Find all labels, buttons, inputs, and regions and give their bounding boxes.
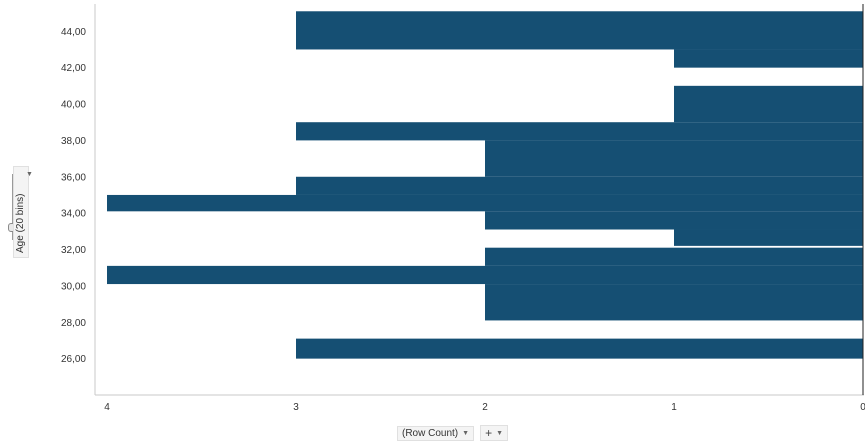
x-tick-label: 4 bbox=[104, 402, 110, 413]
y-tick-label: 36,00 bbox=[61, 172, 86, 183]
add-axis-button[interactable]: + ▼ bbox=[480, 425, 509, 441]
y-tick-label: 44,00 bbox=[61, 27, 86, 38]
bar-11 bbox=[674, 49, 863, 68]
y-tick-label: 34,00 bbox=[61, 209, 86, 220]
bar-7 bbox=[296, 176, 863, 195]
bar-12 bbox=[296, 11, 863, 50]
bin-slider-track bbox=[12, 174, 13, 240]
bar-10 bbox=[674, 85, 863, 123]
chevron-down-icon: ▼ bbox=[462, 429, 470, 437]
x-tick-label: 3 bbox=[293, 402, 299, 413]
x-tick-label: 0 bbox=[860, 402, 865, 413]
bar-3 bbox=[485, 247, 863, 266]
bar-4 bbox=[674, 229, 863, 246]
x-tick-label: 1 bbox=[671, 402, 677, 413]
x-axis-label-button[interactable]: (Row Count) ▼ bbox=[397, 425, 475, 441]
y-tick-label: 32,00 bbox=[61, 245, 86, 256]
x-axis-selector: (Row Count) ▼ + ▼ bbox=[397, 425, 509, 441]
y-tick-label: 30,00 bbox=[61, 281, 86, 292]
y-tick-label: 26,00 bbox=[61, 354, 86, 365]
plus-icon: + bbox=[485, 426, 493, 440]
y-axis-label: Age (20 bins) bbox=[15, 193, 26, 253]
y-tick-label: 40,00 bbox=[61, 100, 86, 111]
bar-5 bbox=[485, 211, 863, 230]
bar-6 bbox=[107, 194, 863, 212]
bar-0 bbox=[296, 338, 863, 359]
bar-2 bbox=[107, 265, 863, 285]
x-axis-label: (Row Count) bbox=[402, 427, 459, 439]
chevron-down-icon: ▼ bbox=[496, 429, 504, 437]
y-axis-label-button[interactable]: ▼ Age (20 bins) bbox=[13, 166, 33, 258]
bar-9 bbox=[296, 122, 863, 141]
y-tick-label: 28,00 bbox=[61, 318, 86, 329]
chevron-down-icon: ▼ bbox=[26, 171, 33, 178]
bar-8 bbox=[485, 140, 863, 177]
x-tick-label: 2 bbox=[482, 402, 488, 413]
bar-1 bbox=[485, 284, 863, 321]
y-tick-label: 38,00 bbox=[61, 136, 86, 147]
y-tick-label: 42,00 bbox=[61, 63, 86, 74]
y-axis-selector: ▼ Age (20 bins) bbox=[4, 166, 34, 258]
